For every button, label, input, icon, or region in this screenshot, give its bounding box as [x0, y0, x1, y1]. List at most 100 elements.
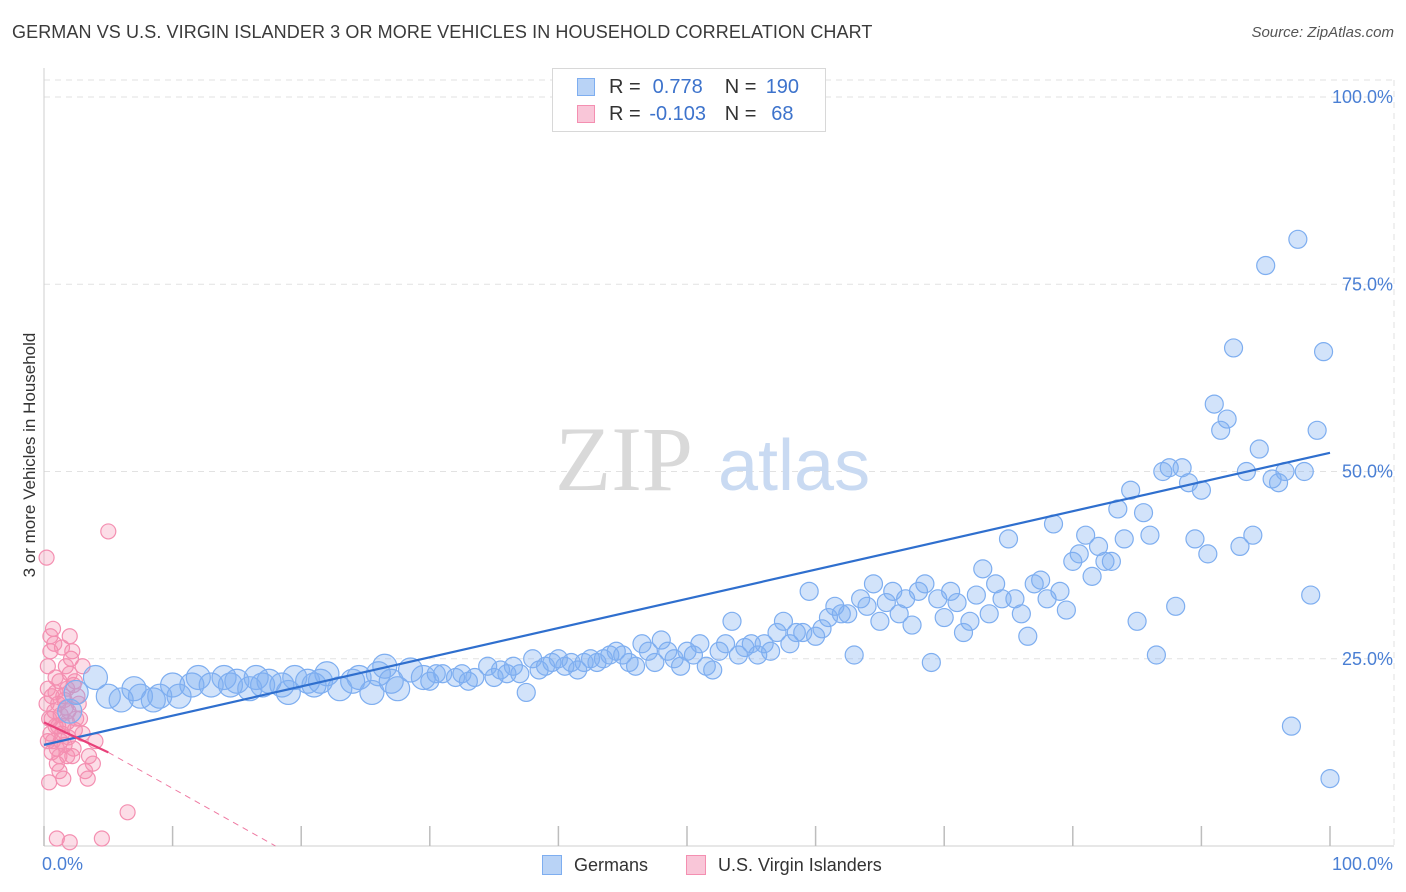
german-point: [426, 664, 446, 684]
german-point: [1320, 768, 1340, 789]
german-point: [767, 622, 787, 643]
virgin-islander-point: [59, 680, 76, 697]
german-point: [1133, 503, 1154, 523]
virgin-islander-point: [39, 733, 56, 750]
german-point: [748, 645, 768, 665]
german-point: [1268, 473, 1289, 493]
german-point: [1230, 536, 1250, 557]
bottom-label-germans: Germans: [574, 854, 649, 875]
virgin-islander-point: [38, 549, 55, 566]
virgin-islander-point: [39, 680, 56, 697]
german-point: [818, 607, 839, 628]
german-point: [1243, 525, 1263, 545]
legend-r-label: R =: [609, 102, 641, 125]
german-point: [166, 683, 192, 709]
german-point: [953, 622, 974, 643]
german-point: [1031, 570, 1051, 590]
german-point: [638, 641, 659, 661]
virgin-islander-point: [61, 834, 78, 851]
axes: [43, 68, 1394, 847]
german-point: [1127, 611, 1147, 631]
german-point: [108, 687, 134, 713]
german-point: [658, 641, 678, 661]
legend-row-germans: R = 0.778 N = 190: [577, 75, 808, 99]
german-point: [1146, 645, 1166, 665]
german-point: [934, 607, 954, 628]
y-axis-title: 3 or more Vehicles in Household: [20, 333, 39, 578]
german-point: [1018, 626, 1038, 646]
german-point: [57, 698, 83, 724]
virgin-islander-point: [44, 620, 62, 637]
german-point: [465, 667, 485, 688]
german-point: [250, 672, 276, 698]
german-point: [709, 641, 729, 661]
german-point: [851, 589, 871, 609]
german-point: [410, 664, 436, 691]
german-point: [1166, 596, 1186, 616]
virgin-islander-point: [79, 770, 96, 787]
german-point: [516, 682, 536, 703]
virgin-islander-point: [55, 770, 72, 787]
german-point: [838, 604, 858, 624]
german-point: [793, 622, 813, 643]
german-point: [870, 611, 890, 631]
bottom-legend-virgin-islanders: U.S. Virgin Islanders: [686, 852, 882, 878]
german-point: [780, 634, 800, 654]
german-point: [372, 653, 398, 679]
german-point: [805, 626, 826, 646]
virgin-islander-point: [48, 830, 65, 847]
virgin-islander-point: [84, 755, 101, 772]
german-point: [1114, 529, 1134, 549]
german-point: [1204, 394, 1224, 414]
legend-n-value-virgin-islanders: 68: [771, 102, 794, 125]
german-point: [1082, 566, 1102, 586]
german-point: [1223, 338, 1244, 358]
x-tick-label: 100.0%: [1332, 854, 1393, 874]
german-point: [941, 581, 961, 601]
legend-r-value-germans: 0.778: [652, 75, 703, 98]
german-point: [510, 664, 530, 684]
german-point: [754, 634, 774, 654]
german-point: [728, 645, 749, 665]
german-point: [1217, 409, 1237, 429]
german-point: [1050, 581, 1070, 601]
german-point: [831, 604, 851, 624]
german-point: [1313, 342, 1334, 362]
tick-labels: 25.0% 50.0% 75.0% 100.0% 0.0% 100.0%: [42, 87, 1393, 874]
virgin-islander-point: [93, 830, 110, 847]
german-point: [478, 656, 498, 676]
bottom-label-virgin-islanders: U.S. Virgin Islanders: [718, 854, 882, 875]
german-point: [966, 585, 986, 605]
german-point: [568, 660, 588, 680]
virgin-islander-point: [100, 523, 117, 540]
german-point: [147, 683, 173, 709]
watermark: ZIP atlas: [555, 408, 870, 510]
german-point: [651, 630, 671, 650]
german-point: [1211, 420, 1231, 440]
german-point: [1076, 525, 1096, 545]
virgin-islander-point: [57, 658, 74, 675]
virgin-islander-point: [119, 804, 136, 821]
german-point: [960, 611, 980, 631]
virgin-islander-point: [64, 643, 81, 660]
german-point: [722, 611, 742, 631]
bottom-swatch-virgin-islanders: [686, 855, 706, 875]
german-point: [703, 660, 723, 680]
german-point: [908, 581, 929, 601]
virgin-islanders-trend-extension: [108, 751, 276, 847]
legend-swatch-germans: [577, 78, 595, 96]
stats-legend: R = 0.778 N = 190 R = -0.103 N = 68: [552, 68, 826, 132]
german-point: [876, 592, 896, 613]
german-point: [1056, 600, 1076, 620]
german-point: [921, 652, 941, 673]
legend-swatch-virgin-islanders: [577, 105, 595, 123]
y-tick-label: 75.0%: [1342, 274, 1393, 294]
german-point: [857, 596, 877, 616]
grid: [44, 79, 1395, 846]
german-point: [973, 559, 993, 579]
source-label: Source: ZipAtlas.com: [1251, 24, 1394, 41]
german-point: [690, 634, 710, 654]
legend-n-label: N =: [724, 102, 757, 125]
y-tick-label: 25.0%: [1342, 649, 1393, 669]
